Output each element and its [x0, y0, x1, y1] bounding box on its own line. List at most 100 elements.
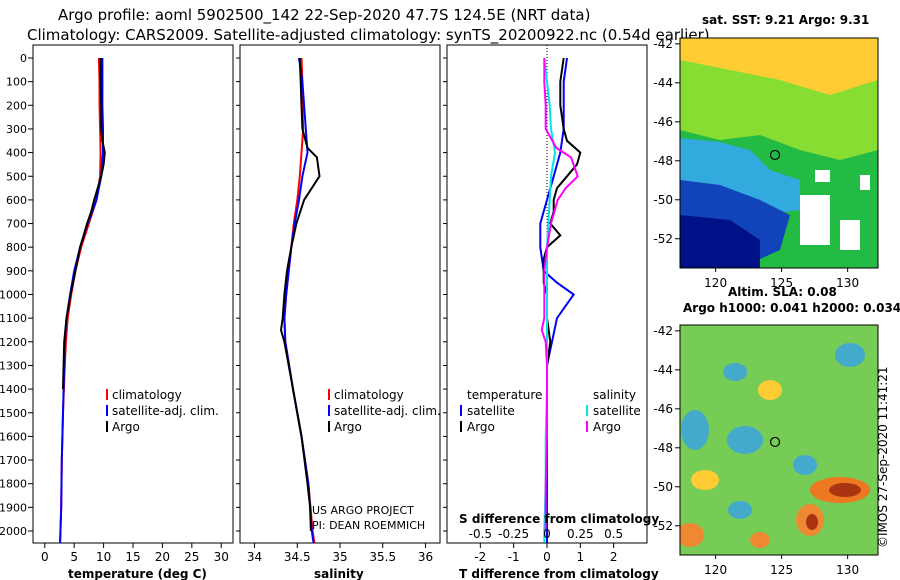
- legend-label-satellite: satellite-adj. clim.: [334, 404, 441, 418]
- depth-tick-label: 0: [20, 52, 27, 65]
- temperature-plot: 0 5 10 15 20 25 30: [41, 57, 229, 564]
- x-tick-label: 34: [247, 550, 262, 564]
- legend-label-climatology: climatology: [334, 388, 404, 402]
- sst-cloud-gap: [815, 170, 830, 182]
- sla-low-anomaly: [835, 343, 865, 367]
- x-tick-label: 34.5: [284, 550, 311, 564]
- series-line-argo: [279, 57, 321, 532]
- lon-tick-label: 125: [770, 563, 793, 577]
- x-tick-label: 25: [184, 550, 199, 564]
- depth-tick-label: 800: [6, 241, 27, 254]
- s-tick-label: -0.5: [469, 527, 492, 541]
- argo-position-marker: [769, 436, 781, 448]
- sla-high-anomaly: [750, 532, 770, 548]
- depth-axis: 0 100 200 300 400 500 600 700 800 900 1000 1100 1200…: [0, 52, 447, 538]
- argo-position-marker: [769, 149, 781, 161]
- depth-tick-label: 1600: [0, 430, 27, 443]
- sla-low-anomaly: [727, 426, 763, 454]
- sst-map-frame: [679, 37, 879, 269]
- depth-tick-label: 1400: [0, 383, 27, 396]
- series-line-argo: [62, 58, 106, 390]
- sst-cloud-gap: [840, 220, 860, 250]
- temperature-axis-label: temperature (deg C): [68, 567, 207, 580]
- x-tick-label: 0: [41, 550, 49, 564]
- depth-tick-label: 900: [6, 265, 27, 278]
- legend-label-argo: Argo: [112, 420, 140, 434]
- sst-map: 120 125 130 -42 -44 -46 -48 -50 -52: [653, 37, 879, 290]
- depth-tick-label: 2000: [0, 525, 27, 538]
- sla-high-anomaly: [829, 483, 861, 497]
- legend-label-sal-satellite: satellite: [593, 404, 641, 418]
- sla-map-title-2: Argo h1000: 0.041 h2000: 0.034: [683, 301, 900, 315]
- lat-tick-label: -50: [653, 480, 673, 494]
- salinity-legend: climatology satellite-adj. clim. Argo: [328, 388, 441, 434]
- depth-tick-label: 1300: [0, 359, 27, 372]
- series-line-satellite-adj-clim-: [59, 58, 104, 543]
- series-line-salinity-argo: [540, 58, 579, 531]
- project-annotation-line1: US ARGO PROJECT: [312, 504, 414, 517]
- lon-tick-label: 130: [836, 276, 859, 290]
- lon-tick-label: 125: [770, 276, 793, 290]
- sla-map-frame: [679, 324, 879, 556]
- x-tick-label: 36: [418, 550, 433, 564]
- x-tick-label: 15: [125, 550, 140, 564]
- lat-tick-label: -42: [653, 324, 673, 338]
- depth-tick-label: 500: [6, 170, 27, 183]
- sla-low-anomaly: [728, 501, 752, 519]
- lat-tick-label: -48: [653, 441, 673, 455]
- difference-legend: temperature satellite Argo salinity sate…: [460, 388, 641, 434]
- x-tick-label: 1: [577, 550, 585, 564]
- s-difference-ticks: -0.5 -0.25 0 0.25 0.5: [469, 527, 624, 541]
- x-tick-label: 2: [610, 550, 618, 564]
- sst-deep-blue-zone: [680, 215, 760, 268]
- x-tick-label: 0: [543, 550, 551, 564]
- x-tick-label: 30: [214, 550, 229, 564]
- series-line-climatology: [283, 57, 316, 543]
- legend-label-satellite: satellite-adj. clim.: [112, 404, 219, 418]
- depth-tick-label: 1200: [0, 336, 27, 349]
- lon-tick-label: 120: [704, 563, 727, 577]
- sla-high-anomaly: [806, 514, 818, 530]
- depth-tick-label: 1900: [0, 501, 27, 514]
- x-tick-label: 10: [96, 550, 111, 564]
- salinity-plot: 34 34.5 35 35.5 36: [247, 57, 433, 564]
- x-tick-label: 5: [70, 550, 78, 564]
- sla-low-anomaly: [723, 363, 747, 381]
- legend-title-temperature: temperature: [467, 388, 542, 402]
- depth-tick-label: 1100: [0, 312, 27, 325]
- depth-tick-label: 1500: [0, 407, 27, 420]
- legend-label-sal-argo: Argo: [593, 420, 621, 434]
- x-tick-label: 20: [155, 550, 170, 564]
- lat-tick-label: -52: [653, 519, 673, 533]
- sla-map-title-1: Altim. SLA: 0.08: [728, 285, 837, 299]
- depth-tick-label: 300: [6, 123, 27, 136]
- series-line-satellite-adj-clim-: [283, 57, 315, 543]
- depth-tick-label: 1000: [0, 289, 27, 302]
- sla-high-anomaly: [680, 523, 704, 547]
- legend-label-temp-argo: Argo: [467, 420, 495, 434]
- s-tick-label: 0: [543, 527, 551, 541]
- legend-label-temp-satellite: satellite: [467, 404, 515, 418]
- sst-green-zone: [680, 60, 878, 160]
- sla-low-anomaly: [681, 410, 709, 450]
- x-tick-label: -2: [474, 550, 486, 564]
- legend-title-salinity: salinity: [593, 388, 636, 402]
- lon-tick-label: 130: [836, 563, 859, 577]
- series-line-climatology: [59, 57, 102, 543]
- lat-tick-label: -44: [653, 76, 673, 90]
- temperature-panel-frame: [32, 44, 234, 544]
- title-line-2: Climatology: CARS2009. Satellite-adjuste…: [27, 26, 710, 44]
- depth-tick-label: 100: [6, 76, 27, 89]
- depth-tick-label: 600: [6, 194, 27, 207]
- lat-tick-label: -46: [653, 115, 673, 129]
- lat-tick-label: -42: [653, 37, 673, 51]
- title-line-1: Argo profile: aoml 5902500_142 22-Sep-20…: [58, 6, 591, 24]
- depth-tick-label: 700: [6, 218, 27, 231]
- lat-tick-label: -52: [653, 232, 673, 246]
- project-annotation-line2: PI: DEAN ROEMMICH: [312, 519, 425, 532]
- temperature-legend: climatology satellite-adj. clim. Argo: [106, 388, 219, 434]
- lat-tick-label: -48: [653, 154, 673, 168]
- s-tick-label: -0.25: [498, 527, 529, 541]
- salinity-panel-frame: [239, 44, 441, 544]
